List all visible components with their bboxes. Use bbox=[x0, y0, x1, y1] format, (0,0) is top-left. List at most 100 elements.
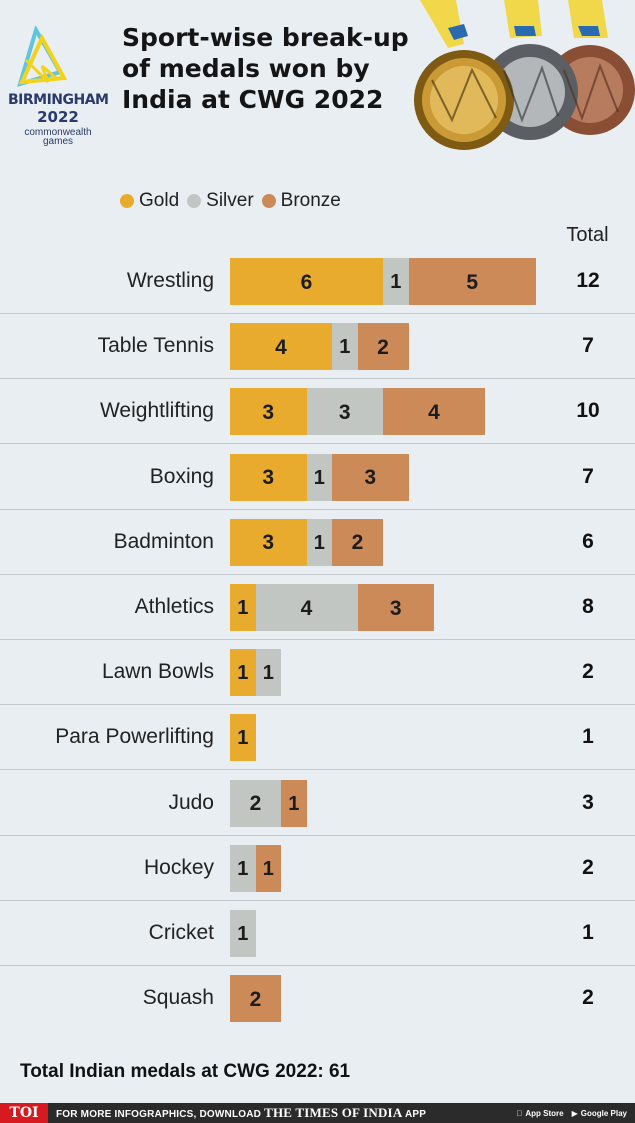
row-total: 10 bbox=[576, 399, 600, 423]
legend-swatch-gold bbox=[120, 194, 134, 208]
legend-item-bronze: Bronze bbox=[261, 190, 341, 212]
row-total: 7 bbox=[582, 334, 594, 358]
bar-segment-silver: 3 bbox=[306, 388, 383, 436]
total-column-header: Total bbox=[566, 224, 609, 246]
apple-icon:  bbox=[516, 1109, 522, 1118]
bar-segment-gold: 3 bbox=[230, 388, 307, 436]
bar-segment-silver: 4 bbox=[255, 584, 358, 631]
category-label: Squash bbox=[142, 986, 214, 1010]
row-total: 1 bbox=[582, 921, 594, 944]
row-divider bbox=[0, 313, 635, 314]
legend-label: Bronze bbox=[280, 190, 341, 211]
play-icon: ▶ bbox=[571, 1108, 578, 1118]
logo-city: BIRMINGHAM bbox=[8, 92, 109, 108]
category-label: Table Tennis bbox=[97, 334, 214, 358]
category-label: Para Powerlifting bbox=[55, 725, 214, 749]
promo-brand: THE TIMES OF INDIA bbox=[264, 1105, 403, 1120]
row-divider bbox=[0, 834, 635, 836]
bar-segment-silver: 1 bbox=[306, 518, 332, 566]
bar-segment-gold: 6 bbox=[230, 258, 383, 305]
bar-segment-gold: 3 bbox=[230, 518, 307, 566]
bar-segment-silver: 1 bbox=[306, 453, 332, 501]
chart-row: Athletics 1 4 3 8 bbox=[0, 575, 635, 640]
legend-swatch-bronze bbox=[261, 194, 276, 208]
google-play-link[interactable]: ▶ Google Play bbox=[571, 1108, 627, 1118]
row-divider bbox=[0, 704, 635, 706]
gold-ribbon-icon bbox=[420, 0, 464, 48]
legend-item-silver: Silver bbox=[187, 190, 254, 212]
chart-legend: Gold Silver Bronze bbox=[120, 188, 341, 214]
chart-row: Cricket 1 1 bbox=[0, 901, 635, 966]
bar-segment-gold: 4 bbox=[230, 323, 332, 371]
category-label: Lawn Bowls bbox=[101, 660, 214, 684]
row-total: 2 bbox=[582, 855, 594, 879]
row-total: 6 bbox=[582, 529, 594, 553]
row-divider bbox=[0, 639, 635, 640]
stacked-bar: 1 bbox=[230, 910, 256, 957]
toi-logo: TOI bbox=[0, 1103, 48, 1123]
bar-segment-bronze: 5 bbox=[408, 258, 536, 305]
row-divider bbox=[0, 899, 635, 901]
bar-segment-silver: 1 bbox=[255, 649, 281, 697]
chart-row: Badminton 3 1 2 6 bbox=[0, 510, 635, 575]
chart-row: Judo 2 1 3 bbox=[0, 771, 635, 836]
chart-row: Table Tennis 4 1 2 7 bbox=[0, 314, 635, 380]
bar-segment-bronze: 4 bbox=[383, 388, 485, 436]
bar-segment-silver: 1 bbox=[332, 323, 358, 371]
row-divider bbox=[0, 508, 635, 510]
bar-segment-gold: 1 bbox=[230, 584, 256, 631]
cwg-triangle-logo-icon bbox=[17, 26, 68, 87]
bar-segment-gold: 1 bbox=[230, 714, 256, 762]
row-divider bbox=[0, 965, 635, 966]
row-total: 2 bbox=[582, 986, 594, 1010]
category-label: Boxing bbox=[149, 464, 214, 488]
bar-segment-bronze: 2 bbox=[332, 518, 383, 566]
row-total: 12 bbox=[576, 269, 600, 292]
bar-segment-bronze: 3 bbox=[357, 584, 434, 631]
page-title: Sport-wise break-up of medals won by Ind… bbox=[122, 23, 409, 114]
chart-row: Lawn Bowls 1 1 2 bbox=[0, 640, 635, 706]
row-total: 8 bbox=[582, 595, 594, 618]
header: BIRMINGHAM 2022 commonwealth games Sport… bbox=[0, 0, 635, 180]
row-total: 1 bbox=[582, 725, 594, 749]
legend-swatch-silver bbox=[187, 194, 202, 208]
row-divider bbox=[0, 378, 635, 380]
logo-tagline: commonwealth games bbox=[24, 127, 92, 147]
app-promo-bar: TOI FOR MORE INFOGRAPHICS, DOWNLOAD THE … bbox=[0, 1103, 635, 1123]
bar-segment-bronze: 1 bbox=[281, 779, 307, 827]
category-label: Cricket bbox=[148, 921, 214, 944]
legend-label: Silver bbox=[206, 190, 254, 211]
stacked-bar: 2 bbox=[230, 975, 281, 1023]
legend-item-gold: Gold bbox=[120, 190, 179, 212]
category-label: Hockey bbox=[143, 855, 214, 879]
chart-row: Para Powerlifting 1 1 bbox=[0, 705, 635, 771]
bar-segment-silver: 1 bbox=[230, 844, 256, 892]
row-divider bbox=[0, 443, 635, 445]
category-label: Wrestling bbox=[126, 269, 214, 292]
legend-label: Gold bbox=[139, 190, 180, 211]
chart-row: Squash 2 2 bbox=[0, 966, 635, 1031]
row-total: 7 bbox=[582, 464, 594, 488]
chart-row: Hockey 1 1 2 bbox=[0, 836, 635, 901]
bar-segment-silver: 1 bbox=[383, 258, 409, 305]
store-links: App Store ▶Google Play bbox=[516, 1109, 627, 1118]
chart-row: Boxing 3 1 3 7 bbox=[0, 445, 635, 510]
category-label: Judo bbox=[168, 790, 214, 814]
chart-row: Weightlifting 3 3 4 10 bbox=[0, 379, 635, 445]
app-store-link[interactable]: App Store bbox=[516, 1109, 563, 1118]
row-divider bbox=[0, 769, 635, 771]
stacked-bar: 1 bbox=[230, 714, 256, 762]
category-label: Athletics bbox=[134, 595, 214, 618]
row-divider bbox=[0, 573, 635, 575]
bar-segment-bronze: 2 bbox=[357, 323, 409, 371]
bar-segment-gold: 3 bbox=[230, 453, 307, 501]
